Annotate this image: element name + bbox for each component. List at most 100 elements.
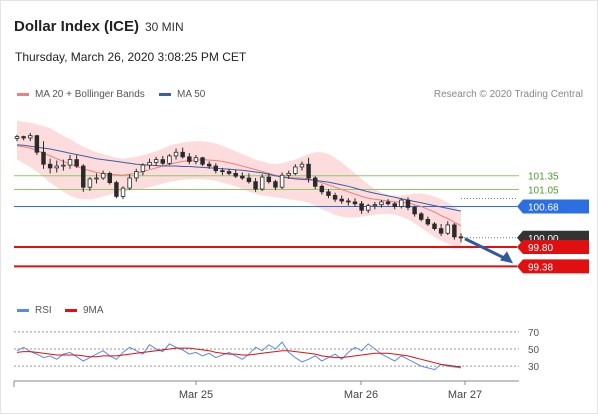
candle-49	[339, 195, 344, 204]
candle-body	[392, 203, 397, 207]
candle-47	[326, 189, 331, 199]
pivot-value: 100.68	[528, 203, 559, 214]
candle-40	[279, 172, 285, 190]
candle-18	[134, 168, 139, 182]
candle-body	[21, 136, 26, 139]
candle-2	[28, 132, 33, 142]
candle-36	[253, 178, 258, 192]
candle-57	[392, 201, 397, 210]
candle-52	[359, 201, 364, 214]
candle-30	[213, 163, 219, 174]
candle-14	[107, 171, 112, 185]
candle-24	[173, 148, 179, 160]
rsi-tick-50: 50	[528, 345, 540, 356]
candle-31	[220, 167, 225, 176]
candle-body	[180, 151, 185, 158]
candle-body	[28, 135, 33, 139]
candle-body	[160, 159, 166, 164]
candle-35	[246, 173, 252, 184]
candle-body	[366, 205, 371, 211]
candle-body	[134, 171, 139, 179]
x-tick-label-2: Mar 27	[448, 389, 482, 401]
candle-23	[167, 154, 172, 166]
candle-body	[100, 172, 106, 179]
candle-34	[240, 172, 245, 180]
candle-45	[312, 176, 318, 190]
candle-26	[187, 153, 192, 165]
rsi-tick-70: 70	[528, 328, 540, 339]
legend-rsi-label: RSI	[35, 305, 52, 316]
resistance-label-1: 101.05	[528, 186, 559, 197]
candle-3	[34, 134, 40, 155]
candle-body	[34, 135, 40, 153]
candle-body	[81, 165, 86, 188]
candle-54	[372, 201, 378, 210]
candle-25	[180, 147, 185, 159]
candle-20	[147, 158, 152, 169]
candle-body	[259, 176, 265, 190]
candle-28	[200, 156, 205, 167]
candle-58	[399, 198, 404, 209]
candle-64	[438, 224, 444, 236]
candle-body	[319, 185, 325, 193]
x-tick-label-1: Mar 26	[344, 389, 378, 401]
candle-body	[153, 159, 159, 163]
candle-body	[14, 136, 20, 139]
bollinger-band	[17, 120, 461, 248]
legend-ma50: MA 50	[159, 89, 205, 100]
candle-1	[21, 135, 26, 141]
research-credit: Research © 2020 Trading Central	[433, 89, 583, 100]
candle-60	[412, 205, 417, 217]
candle-body	[173, 151, 179, 157]
legend-ma20: MA 20 + Bollinger Bands	[17, 89, 145, 100]
ma50-line	[16, 144, 462, 212]
candle-63	[432, 222, 437, 231]
candle-body	[187, 156, 192, 162]
candle-body	[332, 195, 338, 200]
candle-62	[425, 216, 431, 226]
resistance-label-0: 101.35	[528, 172, 559, 183]
candle-body	[312, 177, 318, 187]
support-tag-5	[517, 259, 589, 274]
candle-body	[359, 203, 364, 211]
candle-body	[326, 191, 331, 196]
candle-4	[41, 141, 46, 169]
legend-9ma: 9MA	[65, 305, 104, 316]
ma50-swatch	[159, 92, 171, 96]
interval-label: 30 MIN	[145, 20, 184, 34]
legend-ma20-label: MA 20 + Bollinger Bands	[35, 89, 145, 100]
candle-12	[94, 173, 99, 184]
candle-19	[140, 163, 146, 176]
candle-5	[47, 158, 53, 174]
candle-body	[458, 236, 464, 239]
candle-59	[405, 197, 411, 211]
instrument-title: Dollar Index (ICE)	[14, 18, 140, 35]
candle-44	[306, 157, 311, 183]
legend-ma50-label: MA 50	[177, 89, 206, 100]
candle-body	[206, 163, 212, 167]
support-value-4: 99.80	[528, 243, 553, 254]
candle-body	[233, 172, 238, 177]
candle-body	[452, 224, 457, 238]
candle-body	[127, 177, 132, 189]
candle-15	[114, 180, 119, 199]
candle-65	[445, 221, 450, 236]
candle-66	[452, 223, 457, 240]
candle-body	[87, 178, 93, 188]
candle-body	[438, 228, 444, 234]
candle-body	[405, 199, 411, 208]
last-price-value: 100.00	[528, 234, 559, 245]
candle-body	[114, 182, 119, 197]
candle-32	[226, 168, 232, 176]
candle-body	[41, 151, 46, 165]
support-tag-4	[517, 240, 589, 254]
rsi-ma-line	[16, 347, 462, 368]
ma9-swatch	[65, 308, 77, 312]
candle-body	[299, 163, 305, 168]
candle-body	[47, 163, 53, 169]
candle-body	[273, 181, 278, 188]
rsi-swatch	[17, 308, 29, 312]
candle-51	[352, 198, 358, 207]
candle-48	[332, 192, 338, 202]
candle-38	[266, 173, 272, 184]
